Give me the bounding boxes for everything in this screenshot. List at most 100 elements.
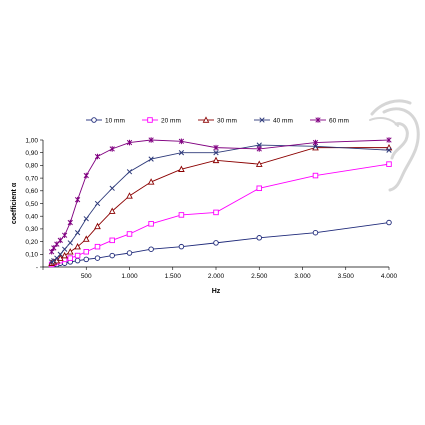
legend-marker [259,117,265,123]
data-point [94,255,101,261]
data-point [126,192,133,199]
x-tick-label: 2.000 [208,273,225,280]
x-tick-label: 3.500 [338,273,355,280]
x-tick-label: 1.500 [165,273,182,280]
data-point [57,237,63,244]
data-point [67,219,73,226]
data-point [148,221,154,227]
data-point [213,240,219,246]
series-20-mm [48,161,392,268]
data-point [61,246,68,252]
legend-label: 60 mm [329,117,349,124]
data-point [51,245,57,251]
series-line [51,163,390,265]
series-line [51,222,390,265]
series-layer [48,137,393,268]
data-point [256,142,262,148]
data-point [83,172,89,179]
data-point [126,169,133,175]
series-60-mm [48,137,392,255]
x-tick-label: 1.000 [121,273,138,280]
legend-marker [315,117,321,123]
y-tick-label: - [36,264,38,271]
data-point [109,237,115,244]
y-tick-label: 0,50 [25,201,38,208]
y-tick-label: 0,40 [25,214,38,221]
legend-item: 10 mm [86,117,125,124]
legend: 10 mm 20 mm 30 mm 40 mm 60 mm [86,116,349,124]
data-point [74,196,81,203]
series-line [51,147,389,264]
y-tick-label: 0,90 [25,150,38,157]
data-point [256,146,262,152]
y-axis-title: coefficient α [11,182,18,224]
y-tick-label: 1,00 [25,137,38,144]
y-tick-label: 0,60 [25,188,38,195]
data-point [178,138,185,145]
y-axis-ticks: - 0,10 0,20 0,30 0,40 0,50 0,60 0,70 0,80 0,90 1,0… [25,137,43,271]
data-point [312,143,319,150]
data-point [312,229,319,236]
y-tick-label: 0,70 [25,175,38,182]
data-point [94,243,101,250]
data-point [94,153,101,160]
data-point [67,240,73,246]
legend-marker [202,116,210,123]
data-point [57,251,63,257]
series-40-mm [48,142,392,265]
data-point [256,185,263,192]
ear-icon [369,99,420,192]
data-point [213,209,219,216]
data-point [94,222,101,230]
x-tick-label: 3.000 [294,273,311,280]
legend-item: 20 mm [142,117,181,124]
data-point [178,243,185,250]
y-tick-label: 0,30 [25,226,38,233]
data-point [386,161,392,167]
data-point [148,137,154,143]
data-point [109,252,115,259]
data-point [109,146,115,152]
data-point [386,137,392,143]
data-point [108,207,116,214]
data-point [109,185,115,191]
data-point [83,216,89,222]
data-point [82,235,90,242]
data-point [255,160,263,167]
series-10-mm [48,219,392,268]
x-tick-label: 2.500 [251,273,268,280]
data-point [66,248,74,255]
data-point [74,257,81,264]
data-point [74,252,81,259]
data-point [147,178,155,185]
series-30-mm [48,143,393,266]
data-point [126,139,133,146]
data-point [83,249,89,255]
legend-label: 20 mm [161,117,181,124]
data-point [213,144,219,151]
x-axis-title: Hz [212,288,221,295]
data-point [148,246,154,252]
data-point [178,212,185,218]
legend-label: 40 mm [273,117,293,124]
data-point [74,230,81,236]
series-line [51,139,390,252]
legend-label: 30 mm [217,117,237,124]
data-point [94,200,101,207]
legend-item: 40 mm [254,117,293,124]
data-point [178,165,185,172]
data-point [312,172,319,179]
data-point [178,150,185,156]
data-point [386,147,392,153]
data-point [212,156,220,164]
y-tick-label: 0,80 [25,163,38,170]
legend-marker [91,117,97,123]
legend-marker [147,117,153,123]
y-tick-label: 0,10 [25,252,38,259]
legend-item: 30 mm [198,116,237,124]
x-axis-ticks: 500 1.000 1.500 2.000 2.500 3.000 3.500 4.000 [42,267,398,280]
data-point [126,231,133,237]
data-point [61,251,68,259]
